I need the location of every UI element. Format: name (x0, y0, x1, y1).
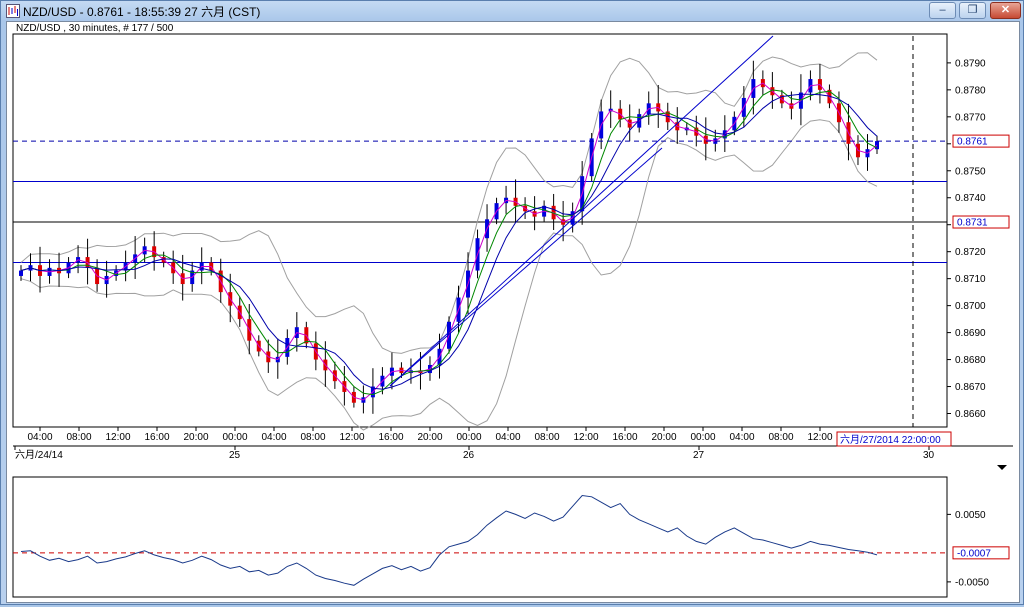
time-tick-label: 20:00 (183, 432, 208, 443)
price-tick-label: 0.8790 (955, 58, 986, 69)
time-tick-label: 08:00 (300, 432, 325, 443)
date-label: 27 (693, 450, 705, 461)
oscillator-value-box (952, 546, 1010, 560)
oscillator-series (20, 494, 878, 586)
time-tick-label: 00:00 (690, 432, 715, 443)
bollinger-lower-band (20, 119, 878, 431)
price-tick-label: 0.8750 (955, 166, 986, 177)
symbol-label: NZD/USD , 30 minutes, # 177 / 500 (16, 23, 174, 34)
title-bar[interactable]: NZD/USD - 0.8761 - 18:55:39 27 六月 (CST) … (1, 1, 1023, 21)
price-tick-label: 0.8660 (955, 409, 986, 420)
time-tick-label: 12:00 (105, 432, 130, 443)
chart-area[interactable]: NZD/USD , 30 minutes, # 177 / 500 04:00 0… (6, 21, 1020, 603)
candle-body (19, 270, 23, 276)
oscillator-value-label: -0.0007 (957, 548, 991, 559)
price-tick-label: 0.8710 (955, 274, 986, 285)
cursor-time-box (836, 431, 952, 447)
chart-canvas[interactable]: NZD/USD , 30 minutes, # 177 / 500 04:00 0… (7, 22, 1019, 602)
minimize-button[interactable]: – (929, 2, 956, 19)
close-button[interactable]: ✕ (990, 2, 1021, 19)
price-tick-label: 0.8670 (955, 382, 986, 393)
price-panel[interactable] (12, 33, 948, 428)
time-tick-label: 04:00 (27, 432, 52, 443)
price-tick-label: 0.8770 (955, 112, 986, 123)
time-tick-label: 16:00 (378, 432, 403, 443)
scroll-right-marker-icon[interactable] (997, 465, 1007, 470)
price-tick-label: 0.8680 (955, 355, 986, 366)
time-tick-label: 16:00 (144, 432, 169, 443)
cursor-time-label: 六月/27/2014 22:00:00 (840, 434, 941, 446)
time-tick-label: 20:00 (651, 432, 676, 443)
price-tick-label: 0.8780 (955, 85, 986, 96)
moving-average-slow (20, 93, 878, 390)
current-price-box (952, 134, 1010, 148)
date-label: 25 (229, 450, 241, 461)
price-tick-label: 0.8700 (955, 301, 986, 312)
time-tick-label: 20:00 (417, 432, 442, 443)
time-tick-label: 12:00 (339, 432, 364, 443)
time-tick-label: 12:00 (573, 432, 598, 443)
time-tick-label: 12:00 (807, 432, 832, 443)
price-tick-label: 0.8690 (955, 328, 986, 339)
date-label: 六月/24/14 (15, 449, 63, 461)
price-tick-label: 0.8720 (955, 247, 986, 258)
oscillator-panel[interactable] (12, 476, 948, 598)
maximize-button[interactable]: ❐ (959, 2, 986, 19)
oscillator-tick-label: 0.0050 (955, 510, 986, 521)
trend-line-upper[interactable] (389, 35, 774, 387)
time-tick-label: 04:00 (729, 432, 754, 443)
oscillator-tick-label: -0.0050 (955, 577, 989, 588)
time-tick-label: 08:00 (66, 432, 91, 443)
moving-average-fast (20, 82, 878, 401)
date-label: 30 (923, 450, 935, 461)
reference-price-box (952, 215, 1010, 229)
time-tick-label: 16:00 (612, 432, 637, 443)
time-tick-label: 04:00 (261, 432, 286, 443)
time-tick-label: 08:00 (768, 432, 793, 443)
date-label: 26 (463, 450, 475, 461)
price-tick-label: 0.8740 (955, 193, 986, 204)
trend-line-lower[interactable] (389, 147, 663, 387)
time-tick-label: 04:00 (495, 432, 520, 443)
time-tick-label: 08:00 (534, 432, 559, 443)
current-price-label: 0.8761 (957, 137, 988, 148)
reference-price-label: 0.8731 (957, 218, 988, 229)
time-tick-label: 00:00 (456, 432, 481, 443)
time-tick-label: 00:00 (222, 432, 247, 443)
window-title: NZD/USD - 0.8761 - 18:55:39 27 六月 (CST) (23, 5, 261, 19)
chart-app-icon (6, 4, 20, 18)
